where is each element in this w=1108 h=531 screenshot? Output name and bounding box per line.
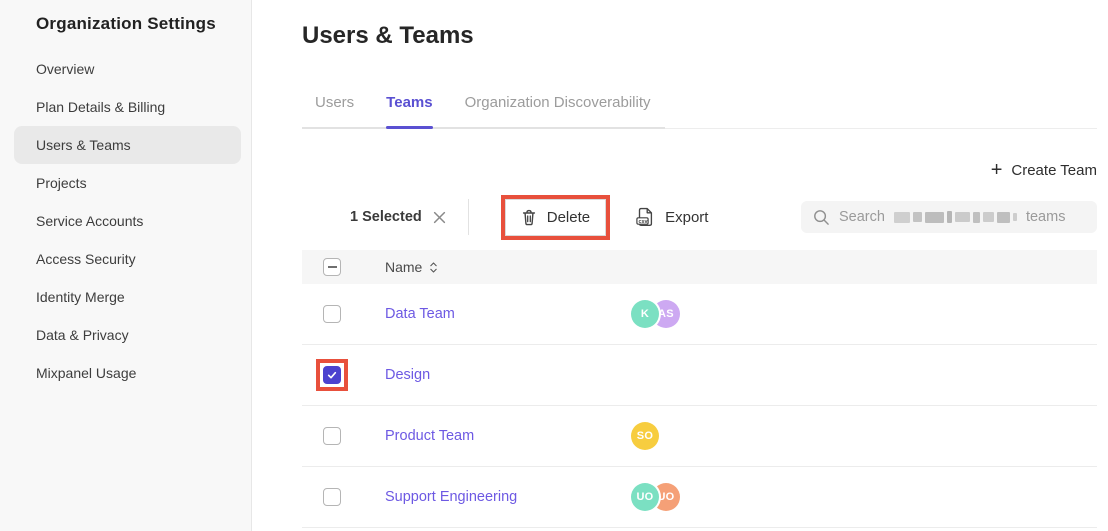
sidebar-item-projects[interactable]: Projects <box>36 175 87 191</box>
export-button[interactable]: csv Export <box>636 207 708 227</box>
toolbar-divider <box>467 199 469 235</box>
select-all-checkbox[interactable] <box>323 258 341 276</box>
sidebar: Organization Settings Overview Plan Deta… <box>0 0 252 531</box>
tab-bar: Users Teams Organization Discoverability <box>302 94 1097 129</box>
create-team-button[interactable]: + Create Team <box>991 159 1097 181</box>
sidebar-item-mixpanel-usage[interactable]: Mixpanel Usage <box>36 365 137 381</box>
team-link[interactable]: Support Engineering <box>385 489 518 505</box>
search-placeholder-prefix: Search <box>839 209 885 225</box>
toolbar: 1 Selected Delete <box>302 193 1097 241</box>
redacted-text <box>893 211 1017 223</box>
avatar-group: SO <box>631 422 659 450</box>
delete-button[interactable]: Delete <box>504 198 607 236</box>
sidebar-item-identity-merge[interactable]: Identity Merge <box>36 289 125 305</box>
team-link[interactable]: Data Team <box>385 306 455 322</box>
avatar-group: K AS <box>631 300 680 328</box>
clear-selection-icon[interactable] <box>433 211 446 224</box>
search-icon <box>813 209 830 226</box>
create-team-label: Create Team <box>1011 161 1097 179</box>
row-checkbox[interactable] <box>323 488 341 506</box>
sort-icon[interactable] <box>429 261 438 274</box>
teams-table: Name Data Team <box>302 250 1097 528</box>
export-label: Export <box>665 208 709 226</box>
search-placeholder-suffix: teams <box>1025 209 1066 225</box>
main-content: Users & Teams Users Teams Organization D… <box>252 0 1108 531</box>
row-checkbox[interactable] <box>323 427 341 445</box>
tab-organization-discoverability[interactable]: Organization Discoverability <box>464 94 651 111</box>
sidebar-title: Organization Settings <box>36 14 216 33</box>
column-header-name[interactable]: Name <box>385 259 423 275</box>
trash-icon <box>521 209 537 226</box>
search-input[interactable]: Search teams <box>801 201 1097 233</box>
page-title: Users & Teams <box>302 22 474 49</box>
team-link[interactable]: Product Team <box>385 428 475 444</box>
table-row: Support Engineering UO UO <box>302 467 1097 528</box>
table-row: Data Team K AS <box>302 284 1097 345</box>
csv-file-icon: csv <box>636 207 655 227</box>
avatar: UO <box>631 483 659 511</box>
selected-count-label: 1 Selected <box>350 209 422 225</box>
create-team-row: + Create Team <box>302 159 1097 181</box>
sidebar-item-access-security[interactable]: Access Security <box>36 251 136 267</box>
avatar: UO <box>652 483 680 511</box>
tab-users[interactable]: Users <box>315 94 355 111</box>
table-header-row: Name <box>302 250 1097 284</box>
avatar-group: UO UO <box>631 483 680 511</box>
sidebar-item-plan-details-billing[interactable]: Plan Details & Billing <box>36 99 166 115</box>
delete-label: Delete <box>546 208 591 226</box>
avatar: K <box>631 300 659 328</box>
table-row: Design <box>302 345 1097 406</box>
sidebar-item-overview[interactable]: Overview <box>36 61 95 77</box>
selection-status: 1 Selected <box>350 209 446 225</box>
sidebar-item-data-privacy[interactable]: Data & Privacy <box>36 327 129 343</box>
row-checkbox[interactable] <box>323 305 341 323</box>
plus-icon: + <box>990 159 1003 181</box>
team-link[interactable]: Design <box>385 367 431 383</box>
annotation-box-checkbox <box>316 359 348 391</box>
table-row: Product Team SO <box>302 406 1097 467</box>
sidebar-item-service-accounts[interactable]: Service Accounts <box>36 213 144 229</box>
tab-teams[interactable]: Teams <box>386 94 434 129</box>
design-row-checkbox[interactable] <box>323 366 341 384</box>
sidebar-item-users-teams[interactable]: Users & Teams <box>14 126 241 164</box>
annotation-box-delete: Delete <box>500 194 611 240</box>
svg-text:csv: csv <box>639 219 648 225</box>
sidebar-nav: Overview Plan Details & Billing Users & … <box>0 50 251 392</box>
avatar: SO <box>631 422 659 450</box>
